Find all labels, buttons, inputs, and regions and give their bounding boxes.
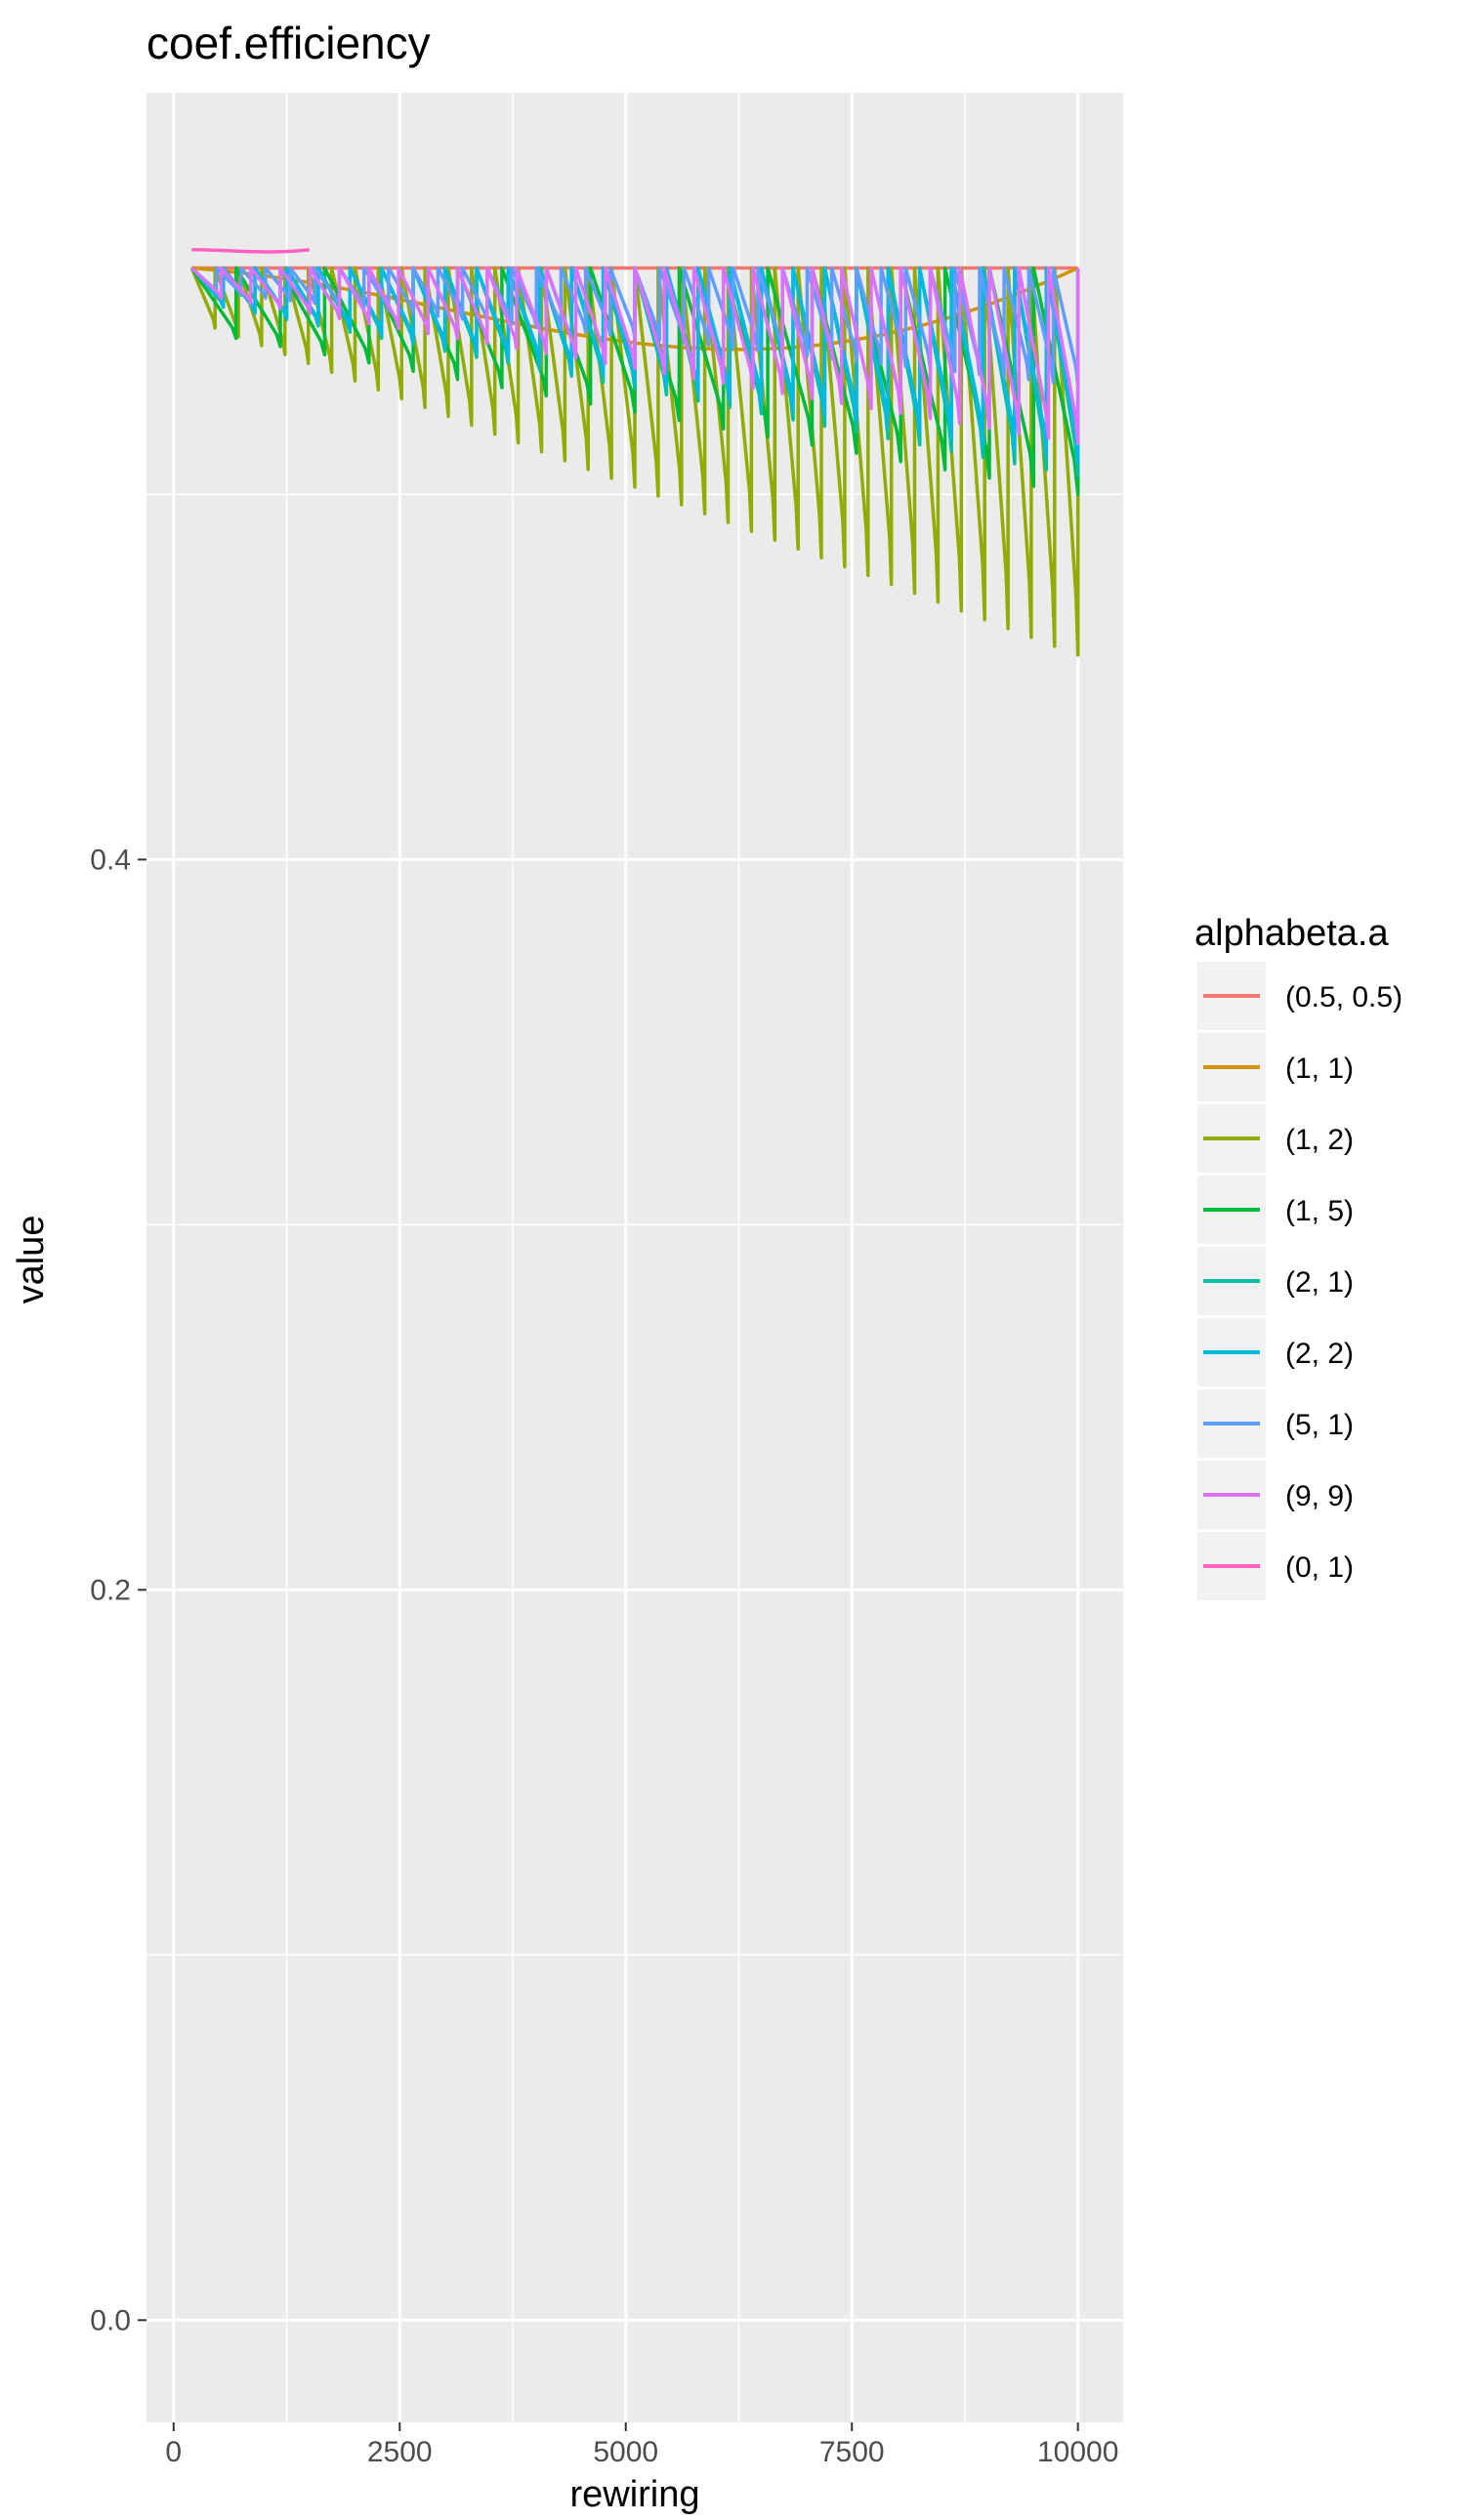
y-tick-label: 0.4 [90, 844, 131, 876]
legend-label: (2, 2) [1285, 1338, 1354, 1370]
y-tick-label: 0.0 [90, 2304, 131, 2336]
y-axis-title: value [11, 1216, 52, 1304]
legend-label: (0.5, 0.5) [1285, 981, 1402, 1013]
series-line [191, 248, 310, 254]
y-axis: 0.0 0.2 0.4 [90, 844, 146, 2336]
legend-label: (1, 2) [1285, 1124, 1354, 1156]
legend-label: (0, 1) [1285, 1551, 1354, 1584]
x-axis: 0 2500 5000 7500 10000 [165, 2422, 1118, 2468]
major-gridlines [146, 93, 1123, 2422]
x-tick-label: 0 [165, 2436, 182, 2468]
legend-label: (5, 1) [1285, 1409, 1354, 1441]
series-lines [189, 248, 1080, 657]
legend-title: alphabeta.a [1194, 913, 1389, 954]
legend-label: (1, 5) [1285, 1195, 1354, 1227]
x-axis-title: rewiring [569, 2474, 699, 2515]
y-tick-label: 0.2 [90, 1574, 131, 1606]
legend: alphabeta.a (0.5, 0.5) (1, 1) (1, 2) (1, 5)… [1194, 913, 1402, 1600]
legend-label: (1, 1) [1285, 1053, 1354, 1085]
x-tick-label: 5000 [593, 2436, 658, 2468]
x-tick-label: 7500 [819, 2436, 885, 2468]
x-tick-label: 2500 [367, 2436, 433, 2468]
series-line [190, 266, 1080, 445]
legend-label: (9, 9) [1285, 1480, 1354, 1512]
legend-label: (2, 1) [1285, 1266, 1354, 1299]
x-tick-label: 10000 [1037, 2436, 1118, 2468]
chart-title: coef.efficiency [146, 18, 431, 68]
